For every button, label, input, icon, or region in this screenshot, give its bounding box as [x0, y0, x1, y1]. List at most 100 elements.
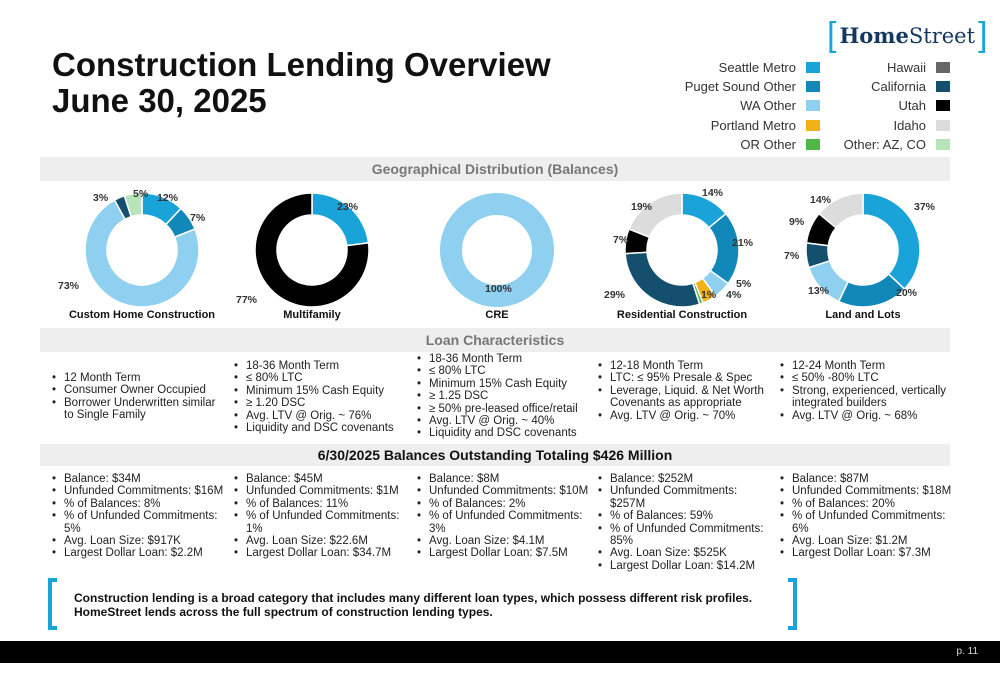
donut-svg [805, 192, 921, 308]
donut-chart [251, 189, 373, 311]
balances-header: 6/30/2025 Balances Outstanding Totaling … [40, 444, 950, 466]
legend-right-swatch [936, 100, 950, 112]
balance-column: Balance: $45MUnfunded Commitments: $1M% … [234, 473, 406, 560]
donut-value-label: 7% [784, 250, 800, 262]
characteristic-item: Minimum 15% Cash Equity [417, 378, 589, 391]
donut-svg [440, 193, 554, 307]
legend-right-entry-label: Hawaii [886, 60, 926, 76]
balance-item: Balance: $8M [417, 473, 589, 486]
characteristic-column: 12-18 Month TermLTC: ≤ 95% Presale & Spe… [598, 360, 770, 422]
characteristic-item: Liquidity and DSC covenants [417, 427, 589, 440]
donut-value-label: 19% [631, 201, 653, 213]
legend-right-entry: Other: AZ, CO [800, 135, 950, 154]
balance-item: Avg. Loan Size: $22.6M [234, 535, 406, 548]
legend-right-entry-label: California [871, 79, 926, 95]
homestreet-logo: [ HomeStreet ] [827, 16, 988, 54]
characteristic-item: ≥ 50% pre-leased office/retail [417, 403, 589, 416]
legend-left-entry-label: Puget Sound Other [684, 79, 796, 95]
donut-title: CRE [485, 309, 509, 321]
characteristic-item: 12-18 Month Term [598, 360, 770, 373]
characteristic-item: ≥ 1.25 DSC [417, 390, 589, 403]
donut-svg [254, 192, 370, 308]
donut-value-label: 77% [236, 294, 258, 306]
legend-right-entry-label: Idaho [893, 117, 926, 133]
legend-left-entry-label: WA Other [740, 98, 796, 114]
logo-left-bracket: [ [827, 16, 837, 54]
characteristic-column: 12-24 Month Term≤ 50% -80% LTC Strong, e… [780, 360, 952, 422]
legend-right-entry: California [800, 77, 950, 96]
characteristic-item: Avg. LTV @ Orig. ~ 70% [598, 410, 770, 423]
characteristic-item: LTC: ≤ 95% Presale & Spec [598, 372, 770, 385]
donut-slice [84, 199, 200, 308]
characteristic-item: 12 Month Term [52, 372, 224, 385]
characteristic-item: ≤ 80% LTC [234, 372, 406, 385]
characteristic-item: Borrower Underwritten similar to Single … [52, 397, 224, 422]
characteristic-item: Avg. LTV @ Orig. ~ 68% [780, 410, 952, 423]
donut-value-label: 5% [736, 278, 752, 290]
donut-chart [621, 189, 743, 311]
balance-item: % of Balances: 11% [234, 498, 406, 511]
balance-item: Largest Dollar Loan: $7.5M [417, 547, 589, 560]
loan-characteristics-header: Loan Characteristics [40, 328, 950, 352]
logo-word-bold: Home [839, 22, 909, 48]
legend-right-swatch [936, 62, 950, 74]
donut-title: Land and Lots [825, 309, 901, 321]
balance-column: Balance: $8MUnfunded Commitments: $10M% … [417, 473, 589, 560]
legend-left-entry-label: OR Other [740, 136, 796, 152]
footnote-left-bracket [48, 578, 57, 630]
donut-value-label: 7% [190, 212, 206, 224]
legend-right-entry: Idaho [800, 116, 950, 135]
balance-item: % of Balances: 20% [780, 498, 952, 511]
donut-svg [624, 192, 740, 308]
donut-value-label: 23% [337, 201, 359, 213]
donut-value-label: 29% [604, 289, 626, 301]
characteristic-item: Leverage, Liquid. & Net Worth Covenants … [598, 385, 770, 410]
balance-item: Balance: $34M [52, 473, 224, 486]
balance-item: Unfunded Commitments: $18M [780, 485, 952, 498]
logo-word-rest: Street [908, 23, 976, 48]
legend-left-entry: OR Other [640, 135, 820, 154]
balance-item: Balance: $87M [780, 473, 952, 486]
balance-column: Balance: $87MUnfunded Commitments: $18M%… [780, 473, 952, 560]
donut-value-label: 14% [810, 194, 832, 206]
legend-left-swatch [806, 119, 820, 131]
characteristic-item: ≥ 1.20 DSC [234, 397, 406, 410]
balance-item: Unfunded Commitments: $16M [52, 485, 224, 498]
donut-value-label: 13% [808, 285, 830, 297]
balance-item: Unfunded Commitments: $1M [234, 485, 406, 498]
balance-item: % of Unfunded Commitments: 5% [52, 510, 224, 535]
legend-left-swatch [806, 62, 820, 74]
characteristic-item: ≤ 50% -80% LTC [780, 372, 952, 385]
footnote-right-bracket [788, 578, 797, 630]
donut-value-label: 4% [726, 289, 742, 301]
legend-left-entry-label: Portland Metro [710, 117, 796, 133]
donut-slice [624, 251, 701, 308]
legend-right-swatch [936, 119, 950, 131]
characteristic-item: Liquidity and DSC covenants [234, 422, 406, 435]
balance-item: Avg. Loan Size: $917K [52, 535, 224, 548]
balance-item: Balance: $252M [598, 473, 770, 486]
characteristic-item: 18-36 Month Term [417, 353, 589, 366]
characteristic-item: Strong, experienced, vertically integrat… [780, 385, 952, 410]
legend-right-swatch [936, 81, 950, 93]
title-line-2: June 30, 2025 [52, 82, 267, 119]
donut-value-label: 5% [133, 188, 149, 200]
donut-slice [254, 192, 370, 308]
balance-column: Balance: $252MUnfunded Commitments: $257… [598, 473, 770, 573]
legend-right-entry: Hawaii [800, 58, 950, 77]
geo-header: Geographical Distribution (Balances) [40, 157, 950, 181]
donut-chart [802, 189, 924, 311]
donut-value-label: 20% [896, 287, 918, 299]
footer-bar [0, 641, 1000, 663]
donut-value-label: 3% [93, 192, 109, 204]
balance-column: Balance: $34MUnfunded Commitments: $16M%… [52, 473, 224, 560]
donut-slice [862, 192, 921, 291]
donut-value-label: 73% [58, 280, 80, 292]
donut-slice [837, 272, 906, 308]
characteristic-item: 12-24 Month Term [780, 360, 952, 373]
donut-chart [81, 189, 203, 311]
donut-value-label: 37% [914, 201, 936, 213]
balance-item: Largest Dollar Loan: $2.2M [52, 547, 224, 560]
donut-title: Custom Home Construction [68, 309, 216, 321]
logo-right-bracket: ] [978, 16, 988, 54]
